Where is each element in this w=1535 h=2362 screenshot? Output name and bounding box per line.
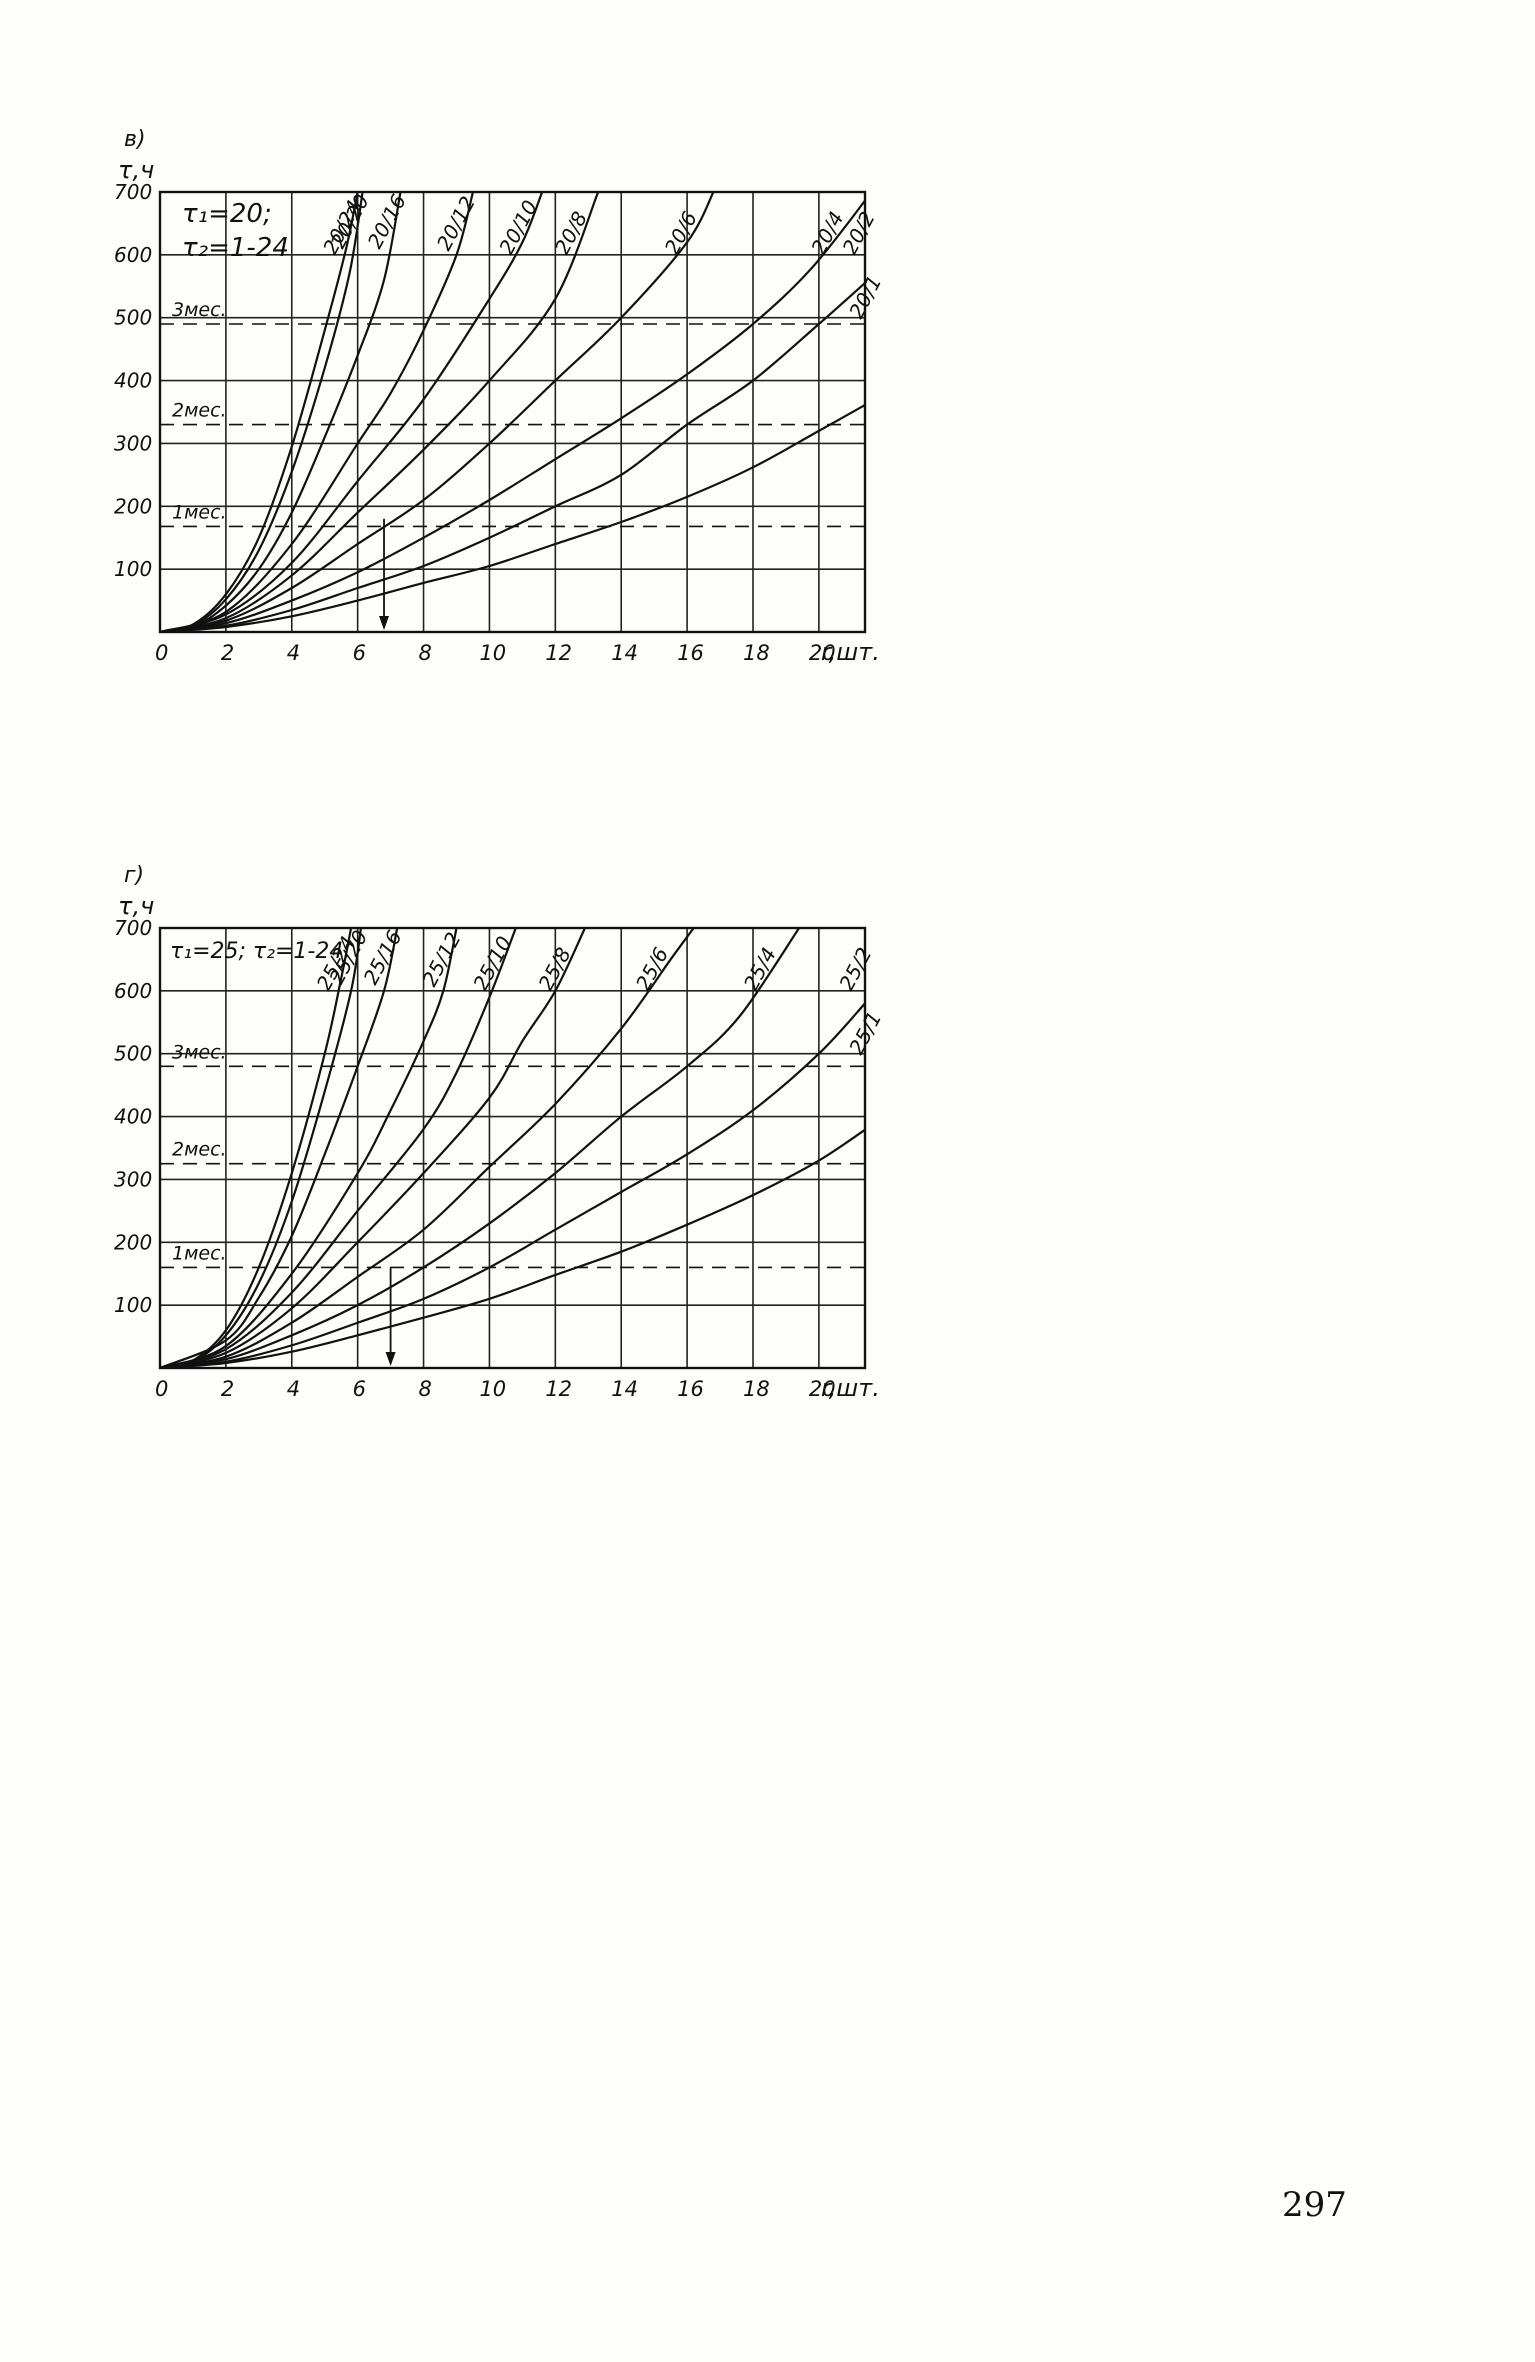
x-tick-label: 16 bbox=[677, 1377, 704, 1401]
x-tick-label: 20 bbox=[809, 641, 836, 665]
x-tick-label: 8 bbox=[419, 641, 432, 665]
series-label: 20/4 bbox=[806, 207, 848, 258]
series-label: 25/4 bbox=[739, 943, 781, 994]
curves bbox=[160, 192, 865, 632]
series-line bbox=[160, 192, 544, 632]
series-line bbox=[160, 192, 715, 632]
series-label: 25/10 bbox=[468, 932, 516, 994]
plot-frame bbox=[158, 190, 867, 634]
y-tick-label: 300 bbox=[114, 1167, 152, 1191]
series-line bbox=[160, 403, 865, 632]
series-line bbox=[160, 928, 458, 1368]
series-label: 25/8 bbox=[533, 943, 575, 994]
parameter-text: τ₂=1-24 bbox=[182, 233, 289, 263]
y-tick-label: 200 bbox=[114, 494, 152, 518]
series-label: 20/2 bbox=[838, 207, 880, 258]
x-tick-label: 18 bbox=[743, 641, 770, 665]
grid bbox=[160, 928, 865, 1368]
y-tick-label: 700 bbox=[114, 180, 152, 204]
series-line bbox=[160, 928, 695, 1368]
series-line bbox=[160, 281, 865, 632]
x-tick-label: 4 bbox=[287, 641, 300, 665]
x-tick-label: 0 bbox=[155, 641, 168, 665]
x-tick-label: 14 bbox=[611, 1377, 638, 1401]
series-line bbox=[160, 198, 865, 632]
x-tick-label: 10 bbox=[479, 1377, 506, 1401]
reference-label: 2мес. bbox=[172, 400, 227, 422]
series-label: 20/12 bbox=[432, 192, 480, 254]
marker-arrowhead bbox=[379, 616, 390, 630]
x-tick-label: 4 bbox=[287, 1377, 300, 1401]
x-tick-label: 14 bbox=[611, 641, 638, 665]
y-tick-label: 400 bbox=[114, 1105, 152, 1129]
series-line bbox=[160, 1002, 865, 1368]
x-tick-label: 10 bbox=[479, 641, 506, 665]
x-tick-label: 6 bbox=[353, 641, 366, 665]
x-tick-label: 2 bbox=[221, 641, 234, 665]
x-tick-label: 12 bbox=[545, 641, 572, 665]
series-line bbox=[160, 192, 364, 632]
page-number: 297 bbox=[1282, 2185, 1347, 2225]
series-line bbox=[160, 928, 353, 1368]
x-tick-label: 16 bbox=[677, 641, 704, 665]
parameter-text: τ₁=25; τ₂=1-24 bbox=[170, 939, 343, 964]
plot-frame bbox=[158, 926, 867, 1370]
reference-label: 3мес. bbox=[172, 1041, 227, 1063]
y-tick-label: 700 bbox=[114, 916, 152, 940]
reference-label: 3мес. bbox=[172, 299, 227, 321]
x-tick-label: 8 bbox=[419, 1377, 432, 1401]
panel-label: г) bbox=[124, 863, 144, 888]
x-axis-label: r,шт. bbox=[821, 638, 880, 666]
series-line bbox=[160, 192, 475, 632]
series-line bbox=[160, 928, 517, 1368]
y-axis-label: τ,ч bbox=[118, 892, 154, 920]
y-tick-label: 400 bbox=[114, 369, 152, 393]
series-line bbox=[160, 928, 586, 1368]
reference-label: 2мес. bbox=[172, 1139, 227, 1161]
series-label: 20/6 bbox=[660, 207, 702, 258]
series-label: 25/6 bbox=[631, 943, 673, 994]
y-tick-label: 100 bbox=[114, 1293, 152, 1317]
x-tick-label: 6 bbox=[353, 1377, 366, 1401]
series-label: 25/12 bbox=[417, 928, 465, 990]
x-tick-label: 12 bbox=[545, 1377, 572, 1401]
x-axis-label: r,шт. bbox=[821, 1374, 880, 1402]
x-tick-label: 18 bbox=[743, 1377, 770, 1401]
x-tick-label: 0 bbox=[155, 1377, 168, 1401]
y-tick-label: 200 bbox=[114, 1230, 152, 1254]
y-tick-label: 600 bbox=[114, 243, 152, 267]
y-tick-label: 600 bbox=[114, 979, 152, 1003]
y-tick-label: 300 bbox=[114, 431, 152, 455]
series-line bbox=[160, 928, 801, 1368]
marker-arrowhead bbox=[385, 1352, 396, 1366]
series-line bbox=[160, 192, 600, 632]
panel-label: в) bbox=[124, 127, 146, 152]
reference-label: 1мес. bbox=[172, 501, 227, 523]
y-axis-label: τ,ч bbox=[118, 156, 154, 184]
series-line bbox=[160, 1128, 865, 1368]
parameter-text: τ₁=20; bbox=[182, 199, 272, 229]
y-tick-label: 100 bbox=[114, 557, 152, 581]
x-tick-label: 2 bbox=[221, 1377, 234, 1401]
curves bbox=[160, 928, 865, 1368]
series-line bbox=[160, 192, 402, 632]
x-tick-label: 20 bbox=[809, 1377, 836, 1401]
series-label: 20/10 bbox=[494, 196, 542, 258]
y-tick-label: 500 bbox=[114, 306, 152, 330]
y-tick-label: 500 bbox=[114, 1042, 152, 1066]
series-label: 25/2 bbox=[834, 943, 876, 994]
series-label: 25/1 bbox=[844, 1007, 886, 1058]
series-line bbox=[160, 192, 359, 632]
reference-label: 1мес. bbox=[172, 1242, 227, 1264]
series-line bbox=[160, 928, 399, 1368]
